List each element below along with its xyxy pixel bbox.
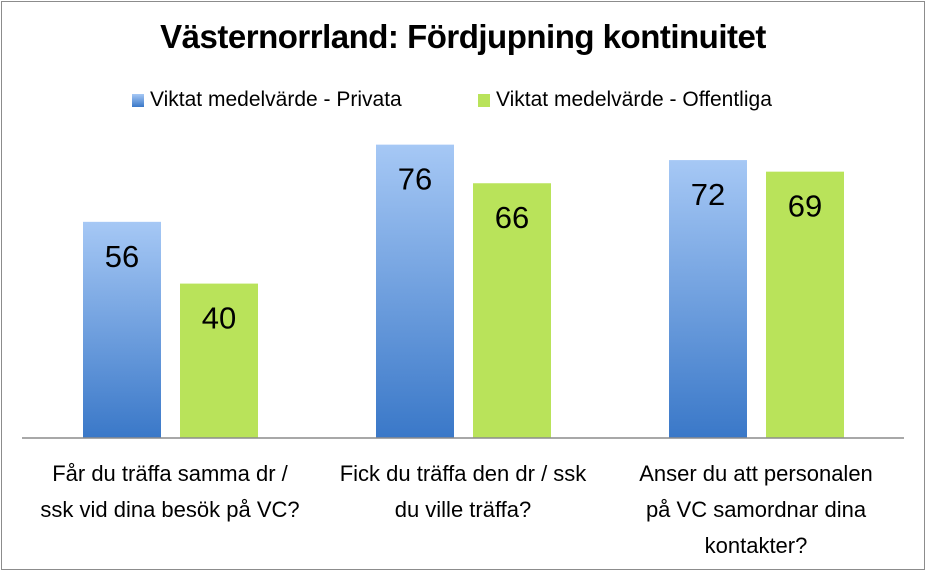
bar-s0-c0 [83, 221, 161, 438]
data-label-s0-c2: 72 [691, 177, 725, 212]
category-label-2-line-0: Anser du att personalen [639, 461, 873, 486]
category-label-2: Anser du att personalen på VC samordnar d… [606, 456, 906, 564]
category-label-0-line-1: ssk vid dina besök på VC? [40, 497, 300, 522]
bar-s0-c2 [669, 160, 747, 438]
category-label-1-line-0: Fick du träffa den dr / ssk [339, 461, 587, 486]
bar-s0-c1 [376, 144, 454, 438]
data-label-s1-c1: 66 [495, 200, 529, 235]
category-label-2-line-1: på VC samordnar dina [645, 497, 867, 522]
legend-swatch-offentliga [478, 93, 490, 107]
bar-s1-c2 [766, 171, 844, 438]
category-label-2-line-2: kontakter? [704, 533, 808, 558]
category-label-0-line-0: Får du träffa samma dr / [52, 461, 288, 486]
data-label-s0-c0: 56 [105, 239, 139, 274]
category-label-1: Fick du träffa den dr / ssk du ville träf… [313, 456, 613, 528]
legend-label-privata: Viktat medelvärde - Privata [150, 88, 402, 111]
legend-label-offentliga: Viktat medelvärde - Offentliga [496, 88, 772, 111]
data-label-s1-c2: 69 [788, 189, 822, 224]
data-label-s1-c0: 40 [202, 301, 236, 336]
chart-title: Västernorrland: Fördjupning kontinuitet [160, 18, 766, 55]
legend-item-privata: Viktat medelvärde - Privata [132, 86, 402, 114]
bar-s1-c0 [180, 283, 258, 438]
legend: Viktat medelvärde - Privata Viktat medel… [0, 86, 926, 114]
data-label-s0-c1: 76 [398, 162, 432, 197]
legend-swatch-privata [132, 93, 144, 107]
category-label-0: Får du träffa samma dr / ssk vid dina bes… [20, 456, 320, 528]
legend-item-offentliga: Viktat medelvärde - Offentliga [478, 86, 772, 114]
bar-s1-c1 [473, 183, 551, 438]
category-label-1-line-1: du ville träffa? [394, 497, 532, 522]
